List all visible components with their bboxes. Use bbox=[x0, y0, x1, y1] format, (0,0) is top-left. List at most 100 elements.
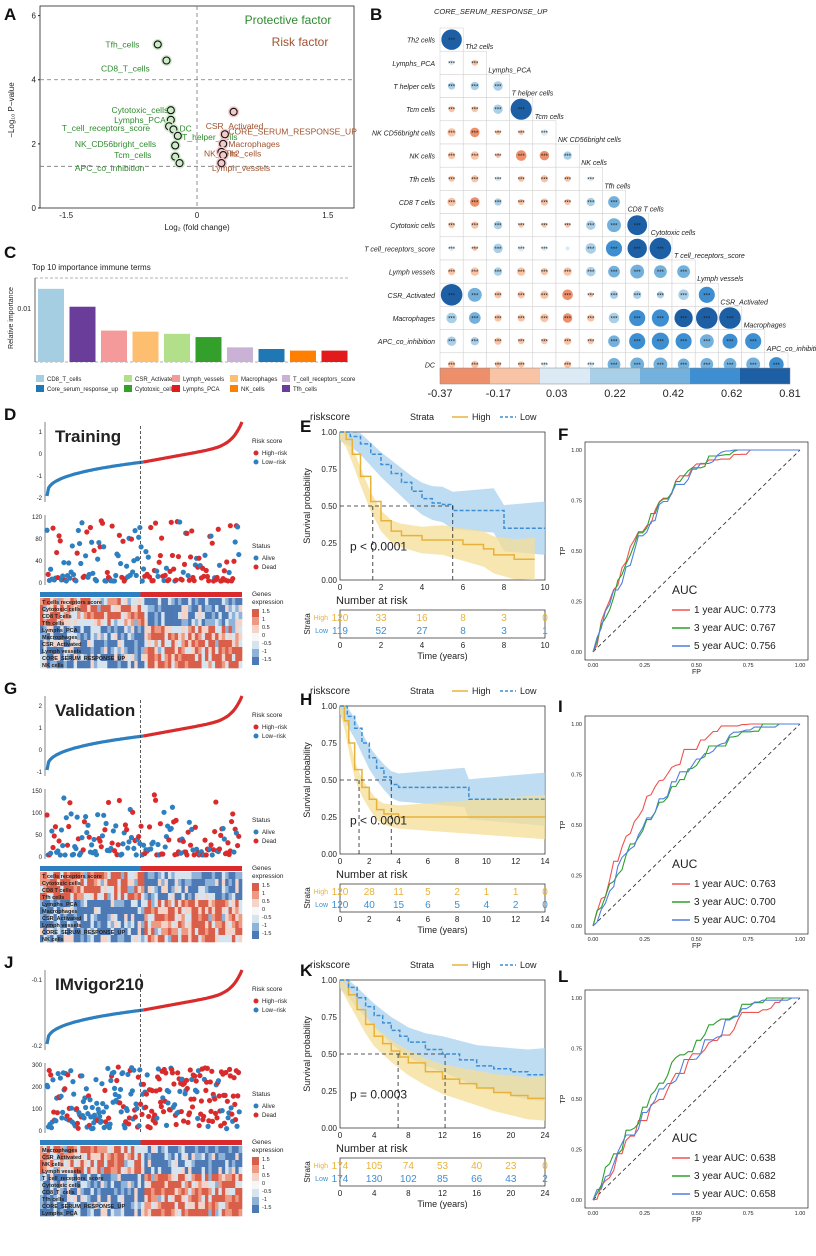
heatmap-cell bbox=[70, 619, 74, 627]
heatmap-cell bbox=[130, 605, 135, 613]
volcano-point bbox=[217, 159, 226, 168]
heatmap-gene-label: T cells receptors score bbox=[42, 600, 102, 606]
heatmap-cell bbox=[221, 619, 226, 627]
status-dot-alive bbox=[216, 562, 223, 568]
heatmap-cell bbox=[117, 1202, 122, 1210]
km-xlabel: Time (years) bbox=[417, 1199, 467, 1209]
km-legend-low: Low bbox=[520, 412, 537, 422]
heatmap-cell bbox=[161, 1209, 165, 1217]
heatmap-cell bbox=[77, 935, 81, 943]
importance-bar bbox=[321, 350, 348, 362]
status-dot-dead bbox=[97, 544, 103, 550]
heatmap-cell bbox=[46, 1209, 51, 1217]
heatmap-cell bbox=[164, 1195, 169, 1203]
heatmap-cell bbox=[194, 647, 199, 655]
status-dot-dead bbox=[157, 1086, 163, 1093]
heatmap-cell bbox=[181, 598, 186, 606]
corr-stars: *** bbox=[610, 270, 618, 276]
heatmap-cell bbox=[43, 598, 48, 606]
heatmap-cell bbox=[211, 935, 216, 943]
status-dot-dead bbox=[156, 559, 162, 565]
heatmap-cell bbox=[144, 907, 149, 915]
status-dot-dead bbox=[189, 1104, 196, 1110]
heatmap-cell bbox=[171, 928, 175, 936]
heatmap-cell bbox=[141, 1209, 145, 1217]
heatmap-cell bbox=[117, 1195, 122, 1203]
heatmap-cell bbox=[77, 1160, 81, 1168]
status-dot-dead bbox=[67, 800, 73, 806]
heatmap-cell bbox=[208, 872, 212, 880]
legend-high-risk-dot bbox=[253, 450, 259, 456]
heatmap-cell bbox=[204, 928, 209, 936]
corr-stars: *** bbox=[541, 177, 549, 183]
status-dot-alive bbox=[75, 527, 81, 534]
heatmap-cell bbox=[167, 886, 172, 894]
heatmap-cell bbox=[134, 907, 138, 915]
heatmap-cell bbox=[147, 879, 152, 887]
status-dot-alive bbox=[94, 1100, 100, 1106]
heatmap-cell bbox=[53, 1209, 58, 1217]
heatmap-cell bbox=[77, 640, 81, 648]
status-dot-alive bbox=[44, 527, 50, 533]
heatmap-cell bbox=[80, 928, 85, 936]
heatmap-cell bbox=[56, 1153, 61, 1161]
heatmap-cell bbox=[77, 1195, 81, 1203]
heatmap-cell bbox=[66, 1160, 71, 1168]
status-dot-alive bbox=[232, 539, 238, 545]
risk-table-low-cell: 6 bbox=[425, 900, 431, 911]
heatmap-cell bbox=[167, 640, 172, 648]
heatmap-cell bbox=[178, 1202, 182, 1210]
heatmap-cell bbox=[181, 1153, 186, 1161]
corr-circle bbox=[608, 335, 620, 348]
legend-low-risk-dot bbox=[253, 459, 259, 465]
heatmap-cell bbox=[221, 633, 226, 641]
legend-risk-title: Risk score bbox=[252, 438, 283, 445]
status-dot-dead bbox=[196, 555, 202, 561]
heatmap-cell bbox=[174, 1188, 179, 1196]
status-dot-alive bbox=[73, 845, 79, 852]
heatmap-cell bbox=[161, 935, 165, 943]
heatmap-cell bbox=[127, 612, 132, 620]
heatmap-cell bbox=[215, 886, 219, 894]
heatmap-cell bbox=[154, 1153, 159, 1161]
heatmap-cell bbox=[50, 654, 54, 662]
roc-xtick: 1.00 bbox=[795, 937, 806, 943]
heatmap-cell bbox=[107, 619, 111, 627]
status-dot-dead bbox=[114, 1077, 120, 1084]
heatmap-cell bbox=[235, 647, 239, 655]
status-dot-dead bbox=[46, 1067, 52, 1074]
heatmap-cell bbox=[225, 879, 229, 887]
heatmap-cell bbox=[114, 879, 118, 887]
heatmap-cell bbox=[174, 619, 179, 627]
heatmap-cell bbox=[167, 872, 172, 880]
heatmap-cell bbox=[218, 647, 223, 655]
heatmap-cell bbox=[134, 605, 138, 613]
heatmap-cell bbox=[147, 1195, 152, 1203]
heatmap-cell bbox=[114, 928, 118, 936]
heatmap-cell bbox=[141, 619, 145, 627]
heatmap-cell bbox=[77, 1174, 81, 1182]
heatmap-cell bbox=[151, 1146, 155, 1154]
heatmap-cell bbox=[63, 1167, 68, 1175]
heatmap-cell bbox=[191, 914, 196, 922]
heatmap-cell bbox=[117, 914, 122, 922]
heatmap-gene-label: CD8_T_cells bbox=[42, 1190, 75, 1196]
km-ylabel: Survival probability bbox=[302, 742, 312, 818]
heatmap-cell bbox=[60, 900, 64, 908]
status-dot-dead bbox=[225, 840, 231, 846]
status-dot-alive bbox=[76, 540, 83, 547]
heatmap-cell bbox=[194, 1188, 199, 1196]
km-p-value: p < 0.0001 bbox=[350, 539, 407, 553]
corr-circle bbox=[540, 313, 549, 323]
heatmap-cell bbox=[93, 633, 98, 641]
heatmap-cell bbox=[40, 1160, 44, 1168]
heatmap-cell bbox=[204, 1188, 209, 1196]
km-ytick: 0.00 bbox=[321, 576, 337, 585]
heatmap-cell bbox=[201, 1188, 206, 1196]
corr-circle bbox=[656, 291, 665, 299]
corr-stars: *** bbox=[494, 177, 502, 183]
heatmap-cell bbox=[225, 654, 229, 662]
legend-genes-scale-label: 0.5 bbox=[262, 625, 270, 631]
status-dot-dead bbox=[166, 837, 172, 843]
status-dot-alive bbox=[124, 563, 130, 569]
